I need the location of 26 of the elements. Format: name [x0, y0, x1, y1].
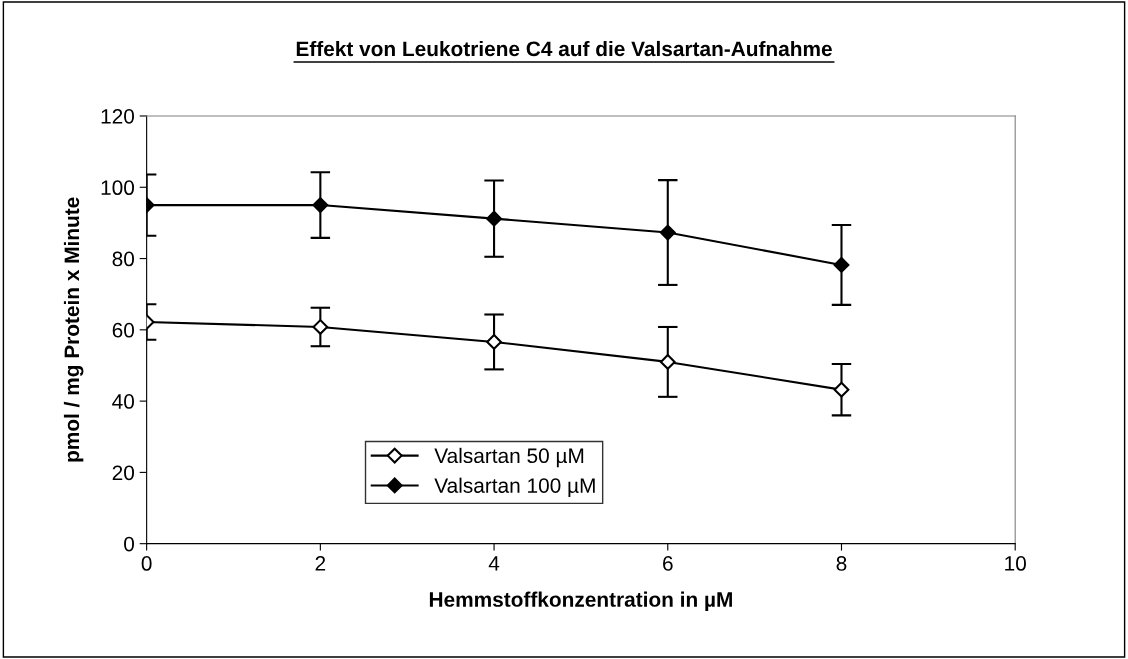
point: [833, 257, 850, 273]
x-tick-label: 10: [1005, 556, 1026, 571]
x-tick-label: 6: [663, 556, 673, 571]
x-tick-label: 4: [488, 556, 500, 571]
x-tick-label: 0: [141, 556, 152, 571]
point: [312, 197, 329, 213]
y-tick-label: 40: [112, 394, 135, 409]
y-tick-label: 100: [101, 180, 135, 196]
x-tick-label: 2: [315, 556, 326, 571]
point: [659, 353, 676, 370]
y-tick-label: 20: [112, 465, 135, 481]
point: [486, 334, 502, 350]
x-axis-title: Hemmstoffkonzentration in µM: [429, 591, 732, 611]
y-tick-label: 80: [112, 251, 135, 267]
legend-label: Valsartan 100 µM: [434, 477, 595, 498]
point: [486, 210, 502, 227]
chart-title: Effekt von Leukotriene C4 auf die Valsartan-Aufnahme: [296, 40, 832, 57]
point: [659, 224, 676, 241]
point: [833, 381, 850, 398]
legend-label: Valsartan 50 µM: [434, 447, 584, 468]
y-tick-label: 60: [112, 322, 135, 338]
point: [312, 319, 329, 335]
y-tick-label: 0: [124, 536, 135, 552]
y-tick-label: 120: [101, 108, 135, 124]
y-axis-title: pmol / mg Protein x Minute: [63, 197, 84, 462]
x-tick-label: 8: [836, 556, 847, 571]
